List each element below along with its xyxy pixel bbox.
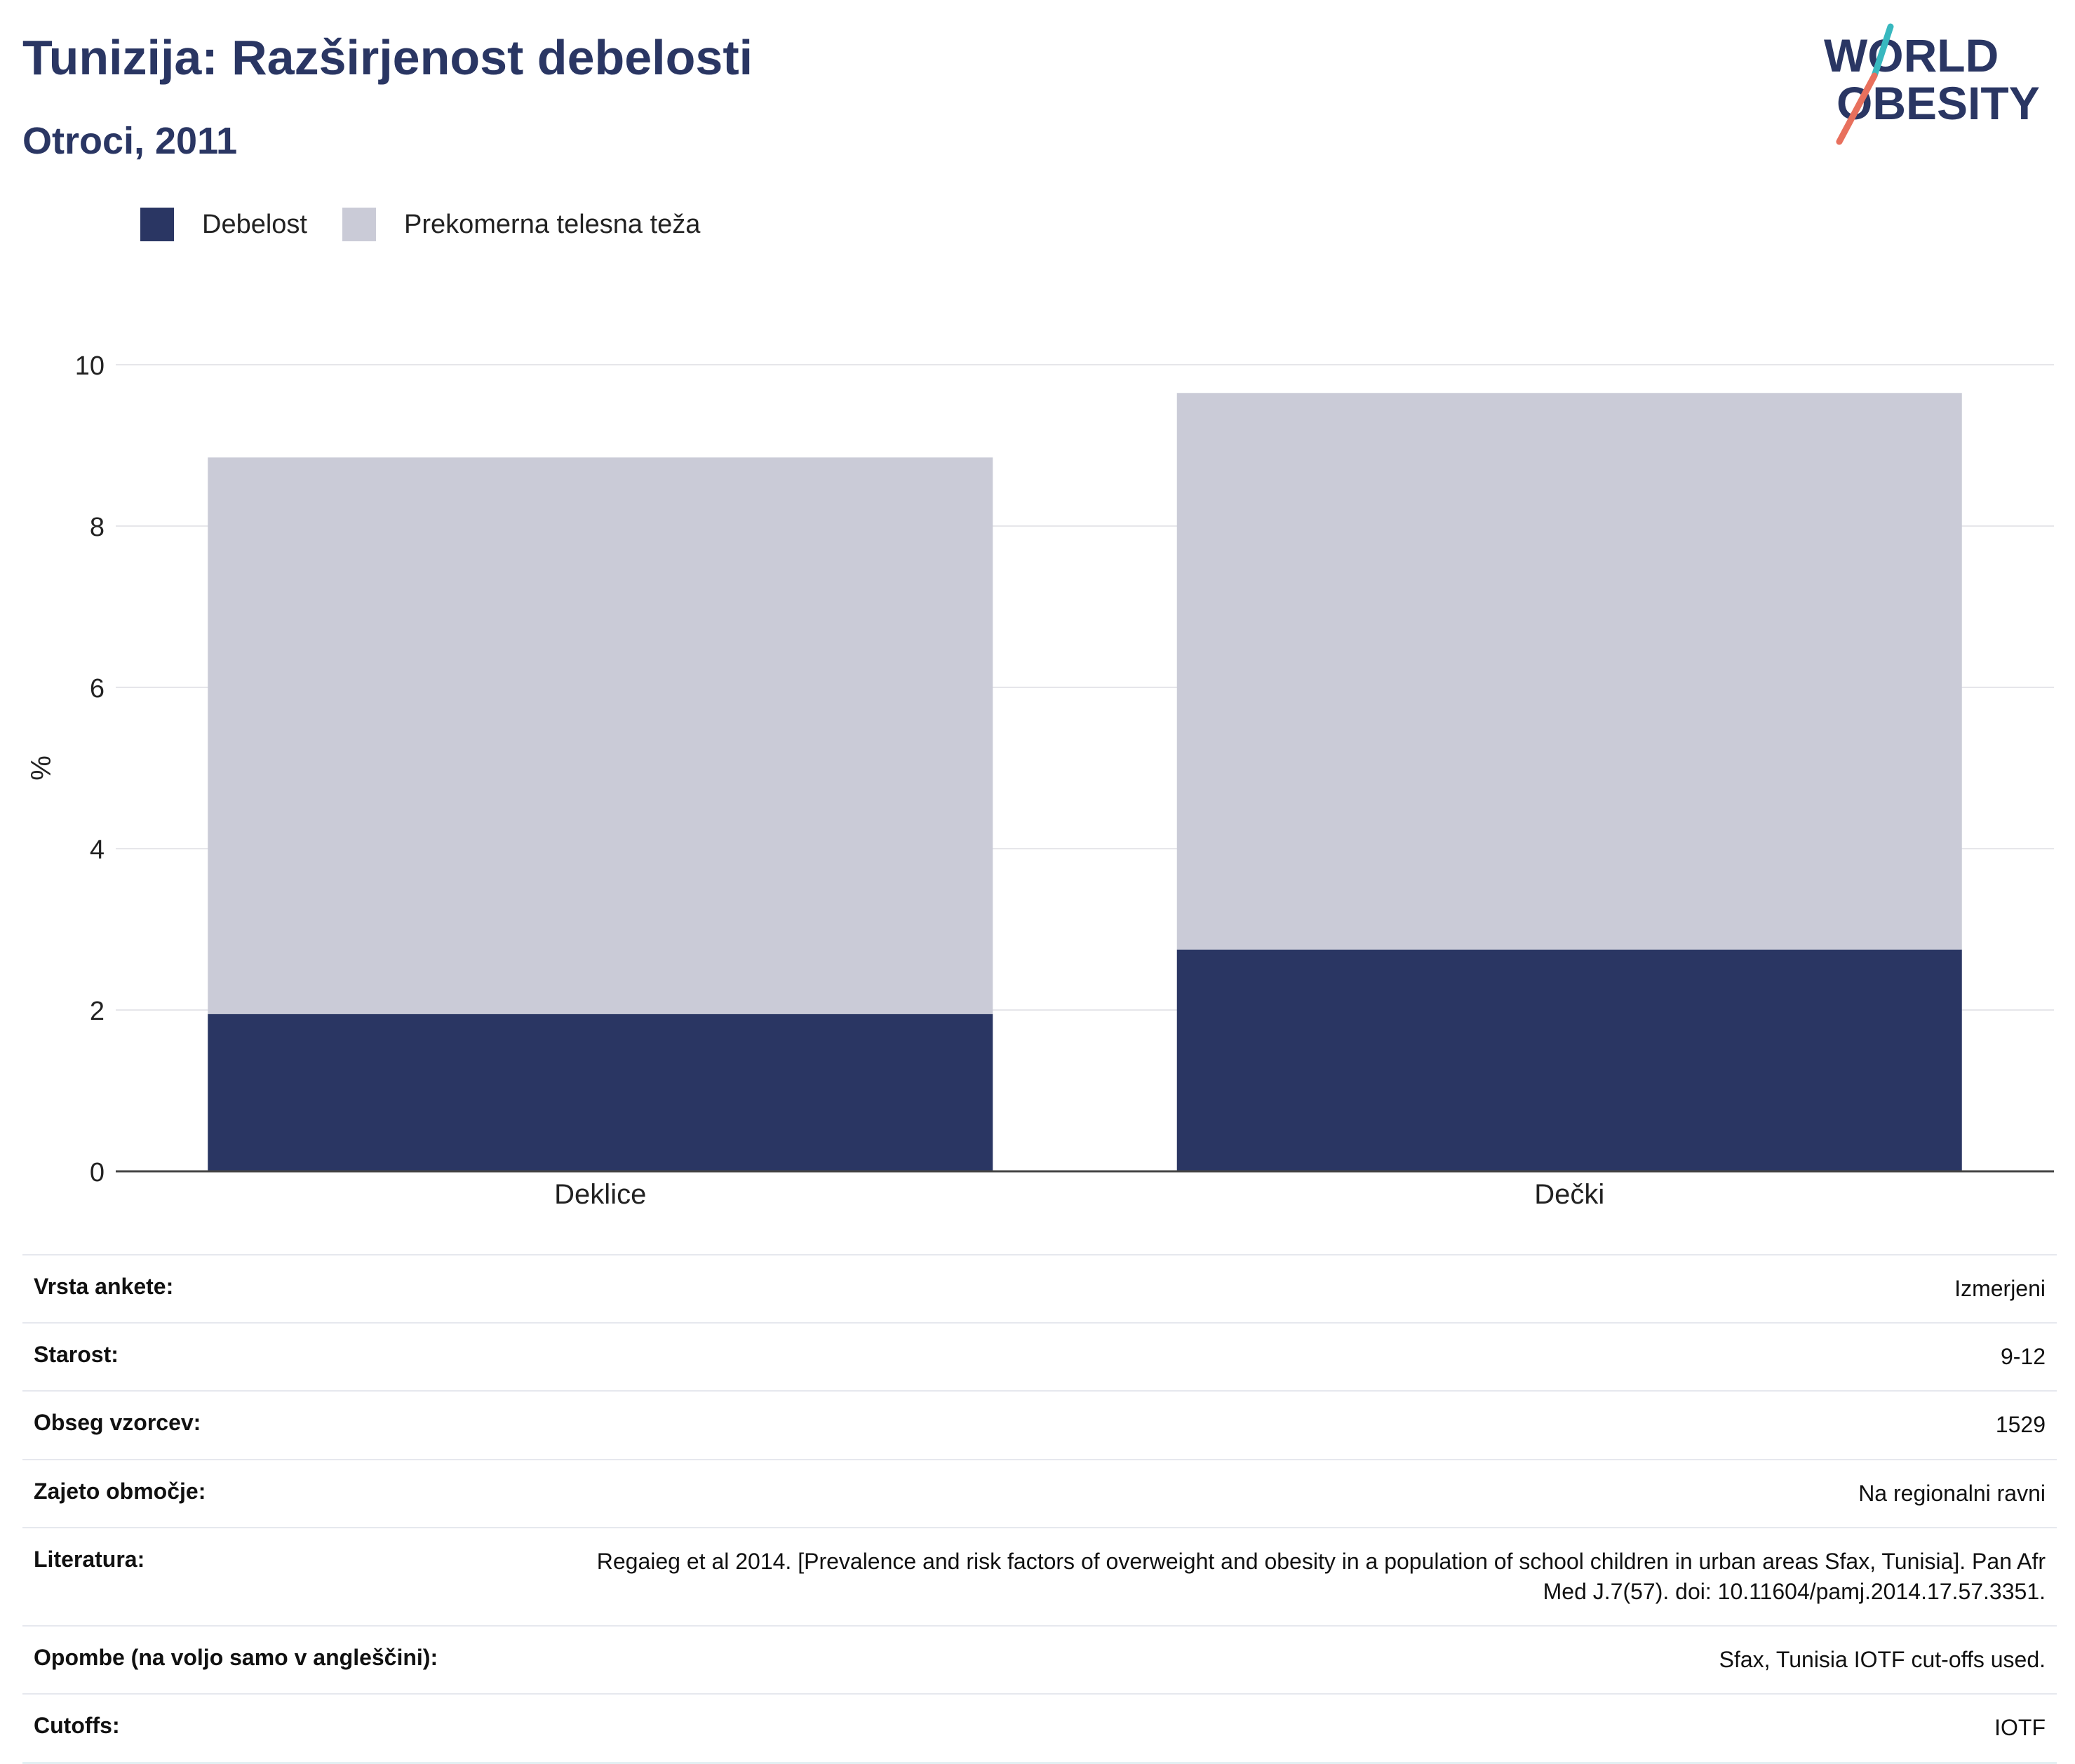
meta-row: Opombe (na voljo samo v angleščini): Sfa… <box>22 1625 2057 1693</box>
legend-label-prekomerna: Prekomerna telesna teža <box>403 209 701 239</box>
x-tick-label: Deklice <box>554 1179 646 1210</box>
meta-value: IOTF <box>1994 1715 2046 1741</box>
meta-value: Sfax, Tunisia IOTF cut-offs used. <box>1719 1647 2046 1673</box>
legend-label-debelost: Debelost <box>202 209 307 239</box>
meta-value: 1529 <box>1995 1412 2046 1438</box>
y-tick-label: 4 <box>90 835 105 865</box>
chart-title: Tunizija: Razširjenost debelosti <box>22 30 753 85</box>
metadata-table: Vrsta ankete: Izmerjeni Starost: 9-12 Ob… <box>22 1254 2057 1764</box>
legend-item-prekomerna[interactable]: Prekomerna telesna teža <box>342 208 700 241</box>
meta-label: Starost: <box>34 1342 119 1368</box>
bar-prekomerna <box>208 457 993 1014</box>
meta-label: Obseg vzorcev: <box>34 1410 201 1436</box>
meta-value: Regaieg et al 2014. [Prevalence and risk… <box>596 1548 2046 1604</box>
y-axis-label: % <box>26 755 57 781</box>
x-tick-label: Dečki <box>1534 1179 1604 1210</box>
meta-value: 9-12 <box>2000 1344 2046 1370</box>
logo-slash-coral <box>1836 72 1878 145</box>
logo-line-1: WORLD <box>1824 29 1999 81</box>
legend-swatch-prekomerna <box>342 208 376 241</box>
y-tick-label: 8 <box>90 513 105 542</box>
meta-row: Literatura: Regaieg et al 2014. [Prevale… <box>22 1526 2057 1625</box>
y-tick-label: 10 <box>75 351 105 381</box>
y-tick-label: 2 <box>90 997 105 1026</box>
meta-row: Obseg vzorcev: 1529 <box>22 1390 2057 1458</box>
meta-label: Zajeto območje: <box>34 1478 206 1504</box>
legend: Debelost Prekomerna telesna teža <box>140 208 735 241</box>
meta-label: Vrsta ankete: <box>34 1274 174 1299</box>
meta-value: Na regionalni ravni <box>1858 1480 2046 1506</box>
legend-item-debelost[interactable]: Debelost <box>140 208 307 241</box>
bar-debelost <box>208 1014 993 1171</box>
chart-subtitle: Otroci, 2011 <box>22 120 238 162</box>
meta-value: Izmerjeni <box>1954 1276 2046 1301</box>
bar-debelost <box>1176 949 1962 1171</box>
meta-row: Cutoffs: IOTF <box>22 1693 2057 1764</box>
meta-row: Vrsta ankete: Izmerjeni <box>22 1254 2057 1322</box>
meta-row: Zajeto območje: Na regionalni ravni <box>22 1458 2057 1527</box>
bar-prekomerna <box>1176 393 1962 950</box>
logo-slash-teal <box>1871 23 1894 79</box>
meta-row: Starost: 9-12 <box>22 1322 2057 1390</box>
world-obesity-logo: WORLD OBESITY <box>1824 23 2040 145</box>
stacked-bar-chart: 0 2 4 6 8 10% Deklice Dečki <box>26 351 2054 1210</box>
meta-label: Literatura: <box>34 1546 145 1572</box>
y-tick-label: 0 <box>90 1158 105 1187</box>
legend-swatch-debelost <box>140 208 174 241</box>
y-tick-label: 6 <box>90 674 105 703</box>
meta-label: Opombe (na voljo samo v angleščini): <box>34 1645 438 1671</box>
